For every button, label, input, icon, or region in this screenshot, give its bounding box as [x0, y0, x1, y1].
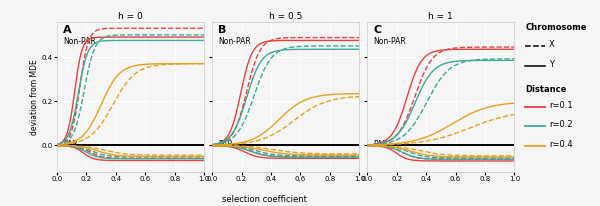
- Text: Non-PAR: Non-PAR: [218, 37, 251, 46]
- Text: Distance: Distance: [525, 85, 566, 94]
- Text: B: B: [218, 25, 226, 35]
- Text: PAR: PAR: [218, 140, 233, 149]
- Text: PAR: PAR: [373, 140, 388, 149]
- Text: A: A: [63, 25, 71, 35]
- Text: r=0.2: r=0.2: [549, 120, 572, 129]
- Text: Chromosome: Chromosome: [525, 23, 587, 32]
- Text: r=0.1: r=0.1: [549, 101, 572, 110]
- Text: Y: Y: [549, 60, 554, 69]
- Title: h = 0.5: h = 0.5: [269, 12, 302, 21]
- Y-axis label: deviation from MDE: deviation from MDE: [30, 59, 39, 135]
- Text: Non-PAR: Non-PAR: [63, 37, 95, 46]
- Text: X: X: [549, 40, 555, 49]
- Text: PAR: PAR: [63, 140, 77, 149]
- Text: C: C: [373, 25, 381, 35]
- Text: Non-PAR: Non-PAR: [373, 37, 406, 46]
- Title: h = 1: h = 1: [428, 12, 453, 21]
- Title: h = 0: h = 0: [118, 12, 143, 21]
- Text: r=0.4: r=0.4: [549, 140, 572, 149]
- Text: selection coefficient: selection coefficient: [221, 195, 307, 204]
